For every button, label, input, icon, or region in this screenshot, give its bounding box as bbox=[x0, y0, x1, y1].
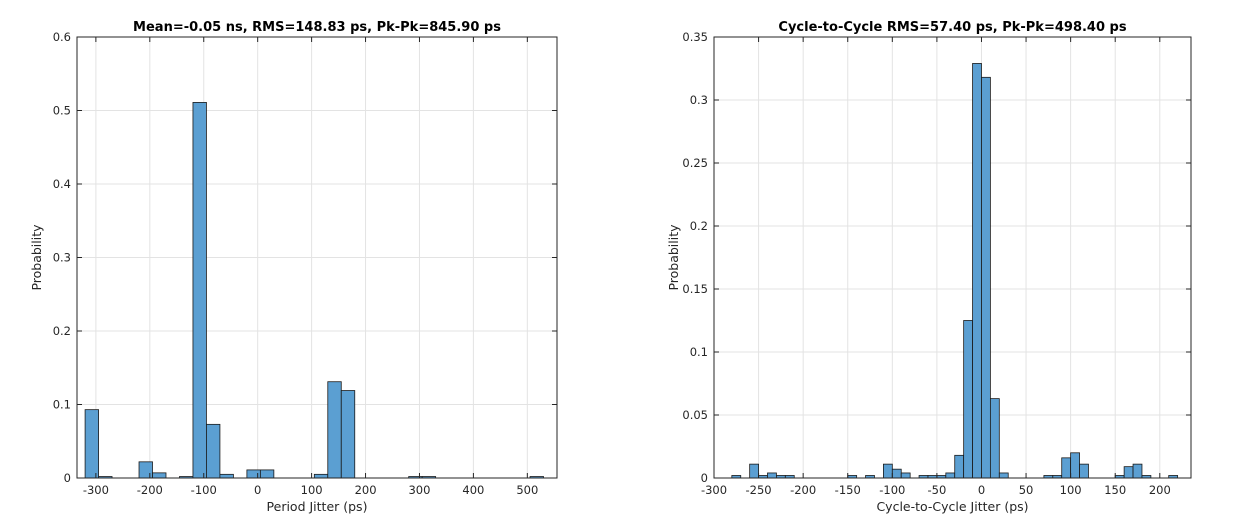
x-tick-label: 150 bbox=[1104, 483, 1126, 497]
histogram-bar bbox=[1123, 466, 1134, 479]
histogram-bar bbox=[891, 468, 902, 479]
histogram-bar bbox=[963, 320, 973, 479]
x-axis-label: Period Jitter (ps) bbox=[267, 499, 368, 514]
y-tick-label: 0.4 bbox=[53, 177, 71, 191]
x-tick-label: -200 bbox=[137, 483, 163, 497]
y-tick-label: 0.5 bbox=[53, 104, 71, 118]
y-tick-label: 0.6 bbox=[53, 30, 71, 44]
histogram-bar bbox=[313, 473, 329, 479]
histogram-bar bbox=[1061, 457, 1072, 479]
histogram-bar bbox=[749, 463, 759, 479]
y-axis-label: Probability bbox=[29, 224, 44, 291]
y-tick-label: 0.1 bbox=[53, 398, 71, 412]
histogram-bar bbox=[981, 76, 991, 479]
y-tick-label: 0.15 bbox=[682, 282, 708, 296]
y-tick-label: 0.3 bbox=[690, 93, 708, 107]
x-tick-label: -100 bbox=[191, 483, 217, 497]
histogram-bar bbox=[246, 469, 261, 479]
histogram-bar bbox=[1070, 452, 1080, 479]
x-tick-label: -250 bbox=[746, 483, 772, 497]
x-tick-label: 0 bbox=[254, 483, 261, 497]
y-axis-label: Probability bbox=[666, 224, 681, 291]
y-tick-label: 0.05 bbox=[682, 408, 708, 422]
x-tick-label: 500 bbox=[516, 483, 538, 497]
x-axis-label: Cycle-to-Cycle Jitter (ps) bbox=[876, 499, 1028, 514]
x-tick-label: -50 bbox=[927, 483, 946, 497]
y-tick-label: 0.2 bbox=[53, 324, 71, 338]
histogram-bar bbox=[259, 469, 275, 479]
y-tick-label: 0 bbox=[701, 471, 708, 485]
y-tick-label: 0.3 bbox=[53, 251, 71, 265]
y-tick-label: 0.1 bbox=[690, 345, 708, 359]
x-tick-label: 400 bbox=[462, 483, 484, 497]
y-tick-label: 0.25 bbox=[682, 156, 708, 170]
histogram-bar bbox=[954, 454, 965, 479]
axes-frame bbox=[713, 36, 1192, 479]
histogram-bar bbox=[945, 472, 956, 479]
histogram-bar bbox=[972, 63, 982, 479]
histogram-bar bbox=[1079, 463, 1089, 479]
x-tick-label: 100 bbox=[301, 483, 323, 497]
x-tick-label: 0 bbox=[978, 483, 985, 497]
histogram-bar bbox=[138, 461, 153, 479]
y-tick-label: 0 bbox=[64, 471, 71, 485]
histogram-bar bbox=[327, 381, 342, 479]
histogram-bar bbox=[1132, 463, 1143, 479]
histogram-bar bbox=[767, 472, 777, 479]
plot-area bbox=[714, 37, 1191, 478]
chart-2: -300 -250 -200 -150 -100 -50 0 50 100 150 200 0 0.05… bbox=[666, 20, 1192, 514]
x-tick-label: 100 bbox=[1060, 483, 1082, 497]
chart-1: -300 -200 -100 0 100 200 300 400 500 0 0.1 0.2 0.3 0.… bbox=[29, 20, 558, 514]
histogram-bar bbox=[883, 463, 893, 479]
histogram-bar bbox=[206, 423, 221, 479]
x-tick-label: -150 bbox=[835, 483, 861, 497]
y-tick-label: 0.35 bbox=[682, 30, 708, 44]
chart-title: Cycle-to-Cycle RMS=57.40 ps, Pk-Pk=498.4… bbox=[778, 20, 1126, 35]
x-tick-label: 200 bbox=[1149, 483, 1171, 497]
histogram-bar bbox=[152, 472, 167, 479]
histogram-bar bbox=[192, 102, 207, 479]
x-tick-label: 300 bbox=[408, 483, 430, 497]
x-tick-label: -200 bbox=[790, 483, 816, 497]
histogram-bar bbox=[998, 472, 1009, 479]
chart-title: Mean=-0.05 ns, RMS=148.83 ps, Pk-Pk=845.… bbox=[133, 20, 501, 35]
histogram-bar bbox=[989, 398, 1000, 479]
x-tick-label: -100 bbox=[879, 483, 905, 497]
histogram-bar bbox=[340, 390, 356, 479]
x-tick-label: -300 bbox=[701, 483, 727, 497]
x-tick-label: 200 bbox=[355, 483, 377, 497]
histogram-bar bbox=[219, 473, 234, 479]
y-tick-label: 0.2 bbox=[690, 219, 708, 233]
x-tick-label: -300 bbox=[83, 483, 109, 497]
x-tick-label: 50 bbox=[1019, 483, 1034, 497]
histogram-bar bbox=[900, 472, 911, 479]
histogram-bar bbox=[84, 409, 99, 479]
